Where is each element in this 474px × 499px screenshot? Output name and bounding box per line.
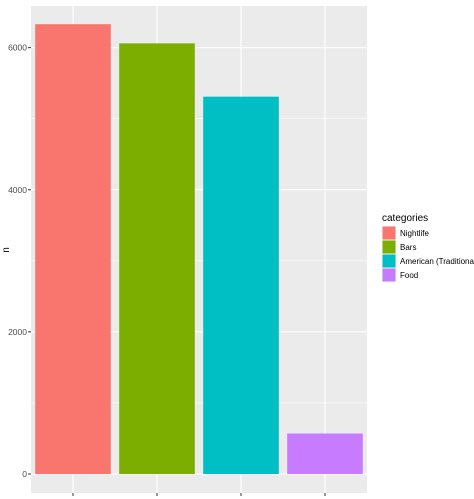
legend-label: American (Traditional)	[400, 257, 474, 266]
legend-label: Nightlife	[400, 229, 429, 238]
y-tick-label: 6000	[8, 43, 27, 53]
y-axis-title: n	[1, 247, 12, 253]
bar-food	[287, 433, 363, 474]
y-tick-label: 4000	[8, 185, 27, 195]
legend-key-swatch	[382, 254, 396, 268]
bars	[35, 24, 363, 474]
legend: categories Nightlife Bars American (Tradit…	[382, 213, 474, 282]
bar-nightlife	[35, 24, 111, 474]
y-tick-label: 0	[22, 469, 27, 479]
y-axis: 0 2000 4000 6000	[8, 43, 31, 479]
bar-american-traditional	[203, 96, 279, 474]
legend-key-swatch	[382, 226, 396, 240]
bar-bars	[119, 43, 195, 474]
y-tick-label: 2000	[8, 327, 27, 337]
legend-label: Bars	[400, 243, 416, 252]
x-axis	[72, 493, 326, 496]
legend-key-swatch	[382, 268, 396, 282]
legend-title: categories	[382, 213, 428, 224]
legend-label: Food	[400, 271, 418, 280]
legend-key-swatch	[382, 240, 396, 254]
